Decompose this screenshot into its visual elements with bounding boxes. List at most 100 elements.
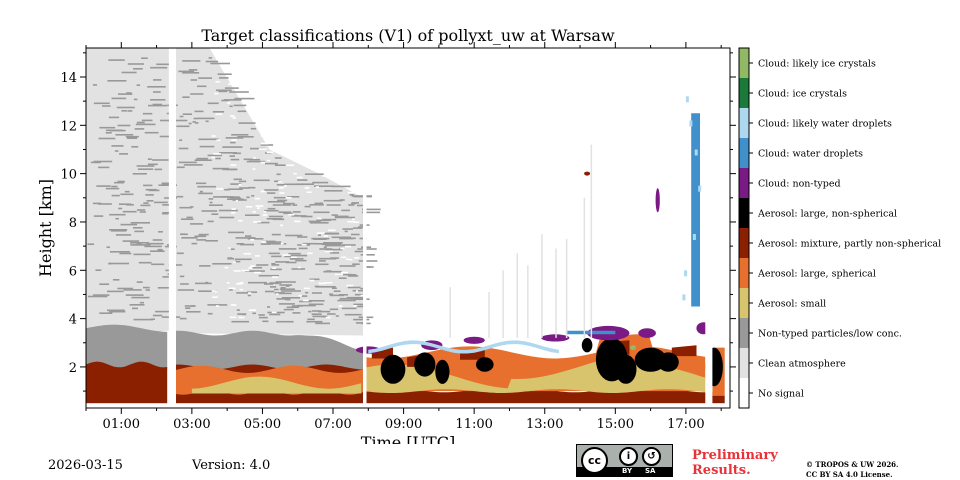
- low-conc-speckle: [224, 188, 230, 191]
- low-conc-speckle: [315, 221, 327, 224]
- no-signal-speckle: [328, 119, 335, 122]
- no-signal-speckle: [257, 207, 260, 209]
- low-conc-speckle: [182, 72, 200, 74]
- low-conc-speckle: [127, 63, 144, 65]
- no-signal-speckle: [325, 316, 331, 319]
- no-signal-speckle: [353, 221, 360, 223]
- no-signal-speckle: [294, 84, 301, 87]
- low-conc-speckle: [127, 110, 133, 112]
- low-conc-speckle: [271, 243, 287, 245]
- low-conc-speckle: [329, 308, 339, 311]
- no-signal-speckle: [211, 135, 216, 137]
- low-conc-speckle: [107, 80, 127, 82]
- low-conc-speckle: [140, 204, 151, 207]
- low-conc-speckle: [268, 252, 280, 255]
- low-conc-speckle: [107, 309, 125, 312]
- no-signal-speckle: [231, 139, 237, 141]
- low-conc-speckle: [96, 185, 111, 187]
- low-conc-speckle: [188, 122, 192, 125]
- low-conc-speckle: [131, 146, 139, 148]
- low-conc-speckle: [131, 296, 150, 299]
- low-conc-speckle: [207, 102, 219, 105]
- low-conc-speckle: [195, 282, 212, 285]
- low-conc-speckle: [274, 180, 281, 183]
- no-signal-speckle: [347, 191, 354, 194]
- no-signal-speckle: [326, 106, 329, 108]
- preliminary-line1: Preliminary: [692, 448, 778, 463]
- no-signal-speckle: [248, 309, 257, 311]
- low-conc-speckle: [250, 147, 266, 150]
- low-conc-speckle: [222, 168, 237, 171]
- no-signal-speckle: [256, 120, 263, 122]
- low-conc-speckle: [87, 243, 95, 245]
- no-signal-speckle: [258, 148, 267, 150]
- legend-label: Clean atmosphere: [758, 359, 846, 370]
- no-signal-speckle: [341, 271, 349, 274]
- low-conc-speckle: [271, 264, 280, 266]
- below-overlap-no-signal: [86, 403, 730, 408]
- low-conc-speckle: [179, 317, 187, 320]
- low-conc-speckle: [152, 239, 163, 241]
- legend-swatch: [739, 138, 749, 168]
- low-conc-speckle: [153, 79, 162, 81]
- low-conc-speckle: [129, 304, 145, 306]
- low-conc-speckle: [143, 184, 153, 187]
- low-conc-speckle: [108, 59, 125, 61]
- low-conc-speckle: [346, 296, 366, 299]
- x-axis-label: Time [UTC]: [361, 433, 455, 444]
- low-conc-speckle: [281, 297, 301, 299]
- no-signal-speckle: [349, 258, 353, 261]
- no-signal-speckle: [353, 305, 358, 307]
- no-signal-speckle: [271, 81, 279, 83]
- no-signal-speckle: [312, 93, 318, 96]
- low-conc-speckle: [276, 298, 290, 300]
- no-signal-speckle: [260, 161, 265, 164]
- low-conc-speckle: [345, 274, 357, 276]
- low-conc-speckle: [177, 289, 195, 291]
- low-conc-speckle: [308, 310, 312, 313]
- low-conc-speckle: [336, 273, 352, 276]
- low-conc-speckle: [324, 190, 343, 192]
- version-label: Version: 4.0: [192, 458, 271, 473]
- likely-water-speck: [682, 294, 686, 301]
- low-conc-speckle: [197, 117, 215, 120]
- low-conc-speckle: [348, 275, 359, 277]
- end-no-signal: [724, 48, 730, 408]
- chart-title: Target classifications (V1) of pollyxt_u…: [201, 26, 615, 45]
- low-conc-speckle: [117, 124, 131, 127]
- low-conc-speckle: [360, 254, 375, 256]
- no-signal-speckle: [318, 282, 327, 285]
- low-conc-speckle: [115, 234, 132, 236]
- low-conc-speckle: [315, 263, 329, 266]
- low-conc-speckle: [98, 137, 116, 140]
- low-conc-speckle: [338, 277, 347, 279]
- no-signal-speckle: [267, 159, 270, 162]
- low-conc-speckle: [266, 242, 277, 245]
- low-conc-speckle: [287, 254, 308, 257]
- no-signal-speckle: [258, 94, 266, 97]
- clean-atmosphere-trace: [583, 197, 586, 338]
- no-signal-speckle: [283, 135, 290, 137]
- low-conc-speckle: [243, 158, 253, 161]
- low-conc-speckle: [259, 316, 268, 319]
- low-conc-speckle: [92, 84, 97, 86]
- copyright-notice: © TROPOS & UW 2026. CC BY SA 4.0 License…: [806, 460, 899, 480]
- low-conc-speckle: [299, 300, 312, 303]
- low-conc-speckle: [342, 237, 356, 240]
- low-conc-speckle: [324, 244, 346, 247]
- low-conc-speckle: [154, 168, 163, 171]
- low-conc-speckle: [266, 218, 282, 220]
- low-conc-speckle: [99, 283, 110, 285]
- no-signal-speckle: [230, 164, 237, 166]
- low-conc-speckle: [106, 246, 110, 248]
- low-conc-speckle: [105, 187, 120, 190]
- low-conc-speckle: [196, 239, 207, 241]
- low-conc-speckle: [191, 305, 195, 307]
- no-signal-speckle: [294, 91, 301, 93]
- low-conc-speckle: [219, 152, 237, 154]
- low-conc-speckle: [277, 199, 288, 202]
- data-gap: [168, 48, 176, 408]
- low-conc-speckle: [321, 243, 342, 246]
- copyright-line2: CC BY SA 4.0 License.: [806, 470, 893, 479]
- no-signal-speckle: [324, 282, 333, 284]
